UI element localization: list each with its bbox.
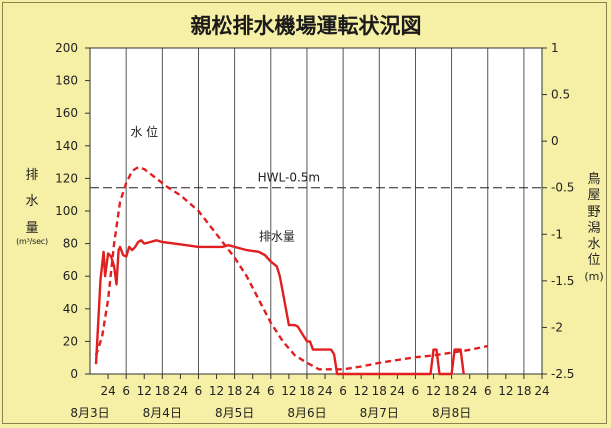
left-axis-label-char: 水 [25, 194, 39, 210]
x-tick-label: 12 [209, 384, 224, 398]
left-y-tick-label: 180 [55, 74, 78, 88]
series-annotation: 水 位 [130, 124, 158, 139]
left-y-tick-label: 120 [55, 171, 78, 185]
x-tick-label: 24 [317, 384, 332, 398]
x-tick-label: 18 [227, 384, 242, 398]
x-tick-label: 6 [122, 384, 130, 398]
right-y-tick-label: -0.5 [551, 181, 574, 195]
left-y-tick-label: 160 [55, 106, 78, 120]
left-axis-label-char: 排 [25, 168, 39, 183]
chart-frame [2, 2, 607, 424]
left-y-tick-label: 20 [63, 334, 78, 348]
x-tick-label: 6 [339, 384, 347, 398]
left-axis-label-char: 量 [25, 220, 39, 236]
x-tick-label: 18 [299, 384, 314, 398]
right-y-tick-label: 0 [551, 134, 559, 148]
right-axis-label-char: 水 [587, 237, 601, 252]
left-axis-label: 排 水 量 (m³/sec) [12, 168, 52, 247]
right-y-tick-label: -1 [551, 227, 563, 241]
x-tick-label: 12 [426, 384, 441, 398]
x-tick-label: 18 [372, 384, 387, 398]
right-axis-label-char: 野 [587, 204, 601, 220]
x-tick-label: 18 [516, 384, 531, 398]
x-tick-label: 24 [462, 384, 477, 398]
date-label: 8月6日 [287, 406, 326, 420]
x-tick-label: 6 [412, 384, 420, 398]
left-y-tick-label: 60 [63, 269, 78, 283]
x-tick-label: 24 [100, 384, 115, 398]
x-tick-label: 6 [484, 384, 492, 398]
left-y-tick-label: 140 [55, 139, 78, 153]
x-tick-label: 18 [444, 384, 459, 398]
x-tick-label: 12 [498, 384, 513, 398]
right-axis-label-char: 屋 [587, 188, 601, 204]
x-tick-label: 12 [281, 384, 296, 398]
left-y-tick-label: 200 [55, 41, 78, 55]
x-tick-label: 6 [195, 384, 203, 398]
right-y-tick-label: -2.5 [551, 367, 574, 381]
right-axis-label-char: (m) [584, 269, 604, 283]
x-tick-label: 24 [245, 384, 260, 398]
plot-area [89, 47, 543, 375]
left-y-tick-label: 100 [55, 204, 78, 218]
date-label: 8月5日 [215, 406, 254, 420]
right-y-tick-label: 0.5 [551, 88, 570, 102]
x-tick-label: 12 [354, 384, 369, 398]
x-tick-label: 24 [390, 384, 405, 398]
left-y-tick-label: 80 [63, 237, 78, 251]
right-y-tick-label: 1 [551, 41, 559, 55]
date-label: 8月3日 [70, 406, 109, 420]
x-tick-label: 12 [137, 384, 152, 398]
x-tick-label: 24 [534, 384, 549, 398]
left-axis-unit: (m³/sec) [16, 236, 48, 246]
date-label: 8月4日 [143, 406, 182, 420]
right-y-tick-label: -1.5 [551, 274, 574, 288]
date-label: 8月8日 [432, 406, 471, 420]
series-annotation: 排水量 [259, 229, 295, 243]
discharge-line [94, 239, 465, 376]
date-label: 8月7日 [360, 406, 399, 420]
right-axis-label-char: 位 [587, 253, 601, 269]
hwl-label: HWL-0.5m [258, 171, 320, 185]
x-tick-label: 24 [173, 384, 188, 398]
water-level-line [94, 166, 489, 371]
x-tick-label: 6 [267, 384, 275, 398]
right-y-tick-label: -2 [551, 320, 563, 334]
right-axis-label-char: 潟 [587, 220, 601, 236]
right-axis-label: 鳥 屋 野 潟 水 位 (m) [582, 172, 606, 283]
right-axis-label-char: 鳥 [587, 172, 601, 187]
chart-title: 親松排水機場運転状況図 [191, 14, 422, 38]
left-y-tick-label: 40 [63, 302, 78, 316]
x-tick-label: 18 [155, 384, 170, 398]
left-y-tick-label: 0 [70, 367, 78, 381]
